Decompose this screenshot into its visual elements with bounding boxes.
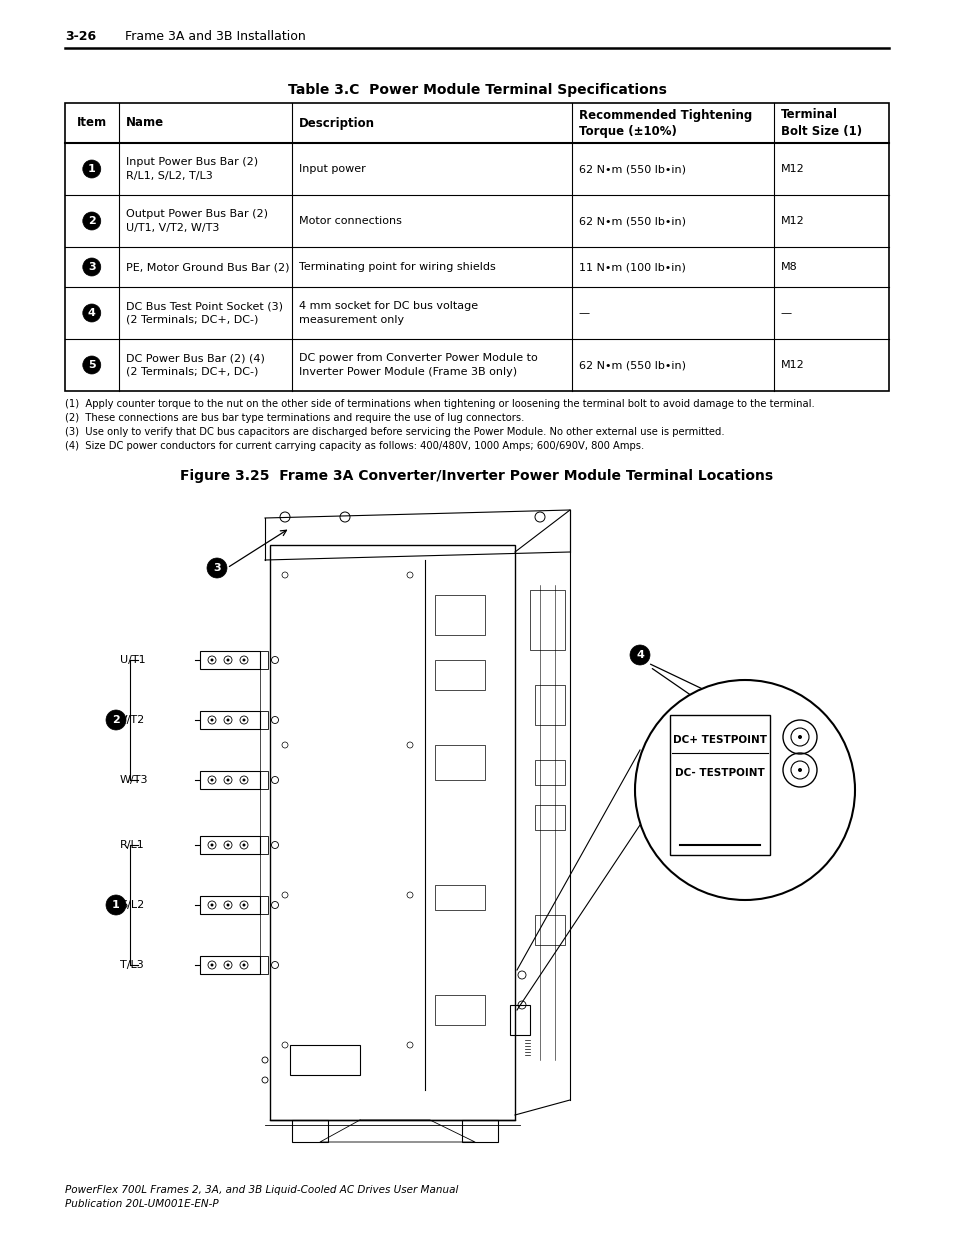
Bar bbox=[260, 771, 268, 789]
Text: Table 3.C  Power Module Terminal Specifications: Table 3.C Power Module Terminal Specific… bbox=[287, 83, 666, 98]
Circle shape bbox=[83, 304, 101, 322]
Text: (3)  Use only to verify that DC bus capacitors are discharged before servicing t: (3) Use only to verify that DC bus capac… bbox=[65, 427, 724, 437]
Text: T/L3: T/L3 bbox=[120, 960, 144, 969]
Circle shape bbox=[211, 658, 213, 662]
Text: DC- TESTPOINT: DC- TESTPOINT bbox=[675, 768, 764, 778]
Bar bbox=[260, 711, 268, 729]
Bar bbox=[435, 659, 484, 690]
Circle shape bbox=[797, 735, 801, 739]
Text: 3: 3 bbox=[88, 262, 95, 272]
Text: 1: 1 bbox=[112, 900, 120, 910]
Bar bbox=[435, 745, 484, 781]
Circle shape bbox=[242, 719, 245, 721]
Text: Description: Description bbox=[298, 116, 375, 130]
Text: 2: 2 bbox=[88, 216, 95, 226]
Bar bbox=[200, 956, 260, 974]
Circle shape bbox=[629, 645, 649, 664]
Bar bbox=[535, 685, 564, 725]
Bar bbox=[200, 836, 260, 853]
Circle shape bbox=[797, 768, 801, 772]
Text: S/L2: S/L2 bbox=[120, 900, 144, 910]
Text: R/L1: R/L1 bbox=[120, 840, 145, 850]
Text: (1)  Apply counter torque to the nut on the other side of terminations when tigh: (1) Apply counter torque to the nut on t… bbox=[65, 399, 814, 409]
Bar bbox=[260, 956, 268, 974]
Text: U/T1: U/T1 bbox=[120, 655, 146, 664]
Bar bbox=[200, 897, 260, 914]
Circle shape bbox=[83, 212, 101, 230]
Circle shape bbox=[207, 558, 227, 578]
Text: DC power from Converter Power Module to
Inverter Power Module (Frame 3B only): DC power from Converter Power Module to … bbox=[298, 353, 537, 377]
Text: Name: Name bbox=[126, 116, 164, 130]
Text: —: — bbox=[780, 308, 791, 317]
Bar bbox=[290, 1045, 359, 1074]
Text: Recommended Tightening
Torque (±10%): Recommended Tightening Torque (±10%) bbox=[578, 109, 751, 137]
Text: 4: 4 bbox=[636, 650, 643, 659]
Text: 3-26: 3-26 bbox=[65, 30, 96, 43]
Circle shape bbox=[242, 778, 245, 782]
Bar bbox=[435, 995, 484, 1025]
Text: M12: M12 bbox=[780, 359, 803, 370]
Text: M12: M12 bbox=[780, 164, 803, 174]
Bar bbox=[200, 711, 260, 729]
Text: W/T3: W/T3 bbox=[120, 776, 149, 785]
Text: Motor connections: Motor connections bbox=[298, 216, 401, 226]
Bar bbox=[435, 595, 484, 635]
Circle shape bbox=[226, 963, 230, 967]
Text: (4)  Size DC power conductors for current carrying capacity as follows: 400/480V: (4) Size DC power conductors for current… bbox=[65, 441, 643, 451]
Text: Input power: Input power bbox=[298, 164, 365, 174]
Circle shape bbox=[635, 680, 854, 900]
Text: DC Power Bus Bar (2) (4)
(2 Terminals; DC+, DC-): DC Power Bus Bar (2) (4) (2 Terminals; D… bbox=[126, 353, 264, 377]
Bar bbox=[669, 715, 769, 855]
Circle shape bbox=[242, 963, 245, 967]
Bar bbox=[535, 805, 564, 830]
Bar bbox=[270, 545, 515, 1120]
Text: 62 N•m (550 lb•in): 62 N•m (550 lb•in) bbox=[578, 164, 685, 174]
Circle shape bbox=[242, 904, 245, 906]
Circle shape bbox=[226, 658, 230, 662]
Text: 62 N•m (550 lb•in): 62 N•m (550 lb•in) bbox=[578, 359, 685, 370]
Circle shape bbox=[242, 658, 245, 662]
Text: Publication 20L-UM001E-EN-P: Publication 20L-UM001E-EN-P bbox=[65, 1199, 218, 1209]
Bar bbox=[530, 590, 564, 650]
Circle shape bbox=[226, 778, 230, 782]
Text: —: — bbox=[578, 308, 589, 317]
Text: Item: Item bbox=[76, 116, 107, 130]
Circle shape bbox=[242, 844, 245, 846]
Circle shape bbox=[83, 161, 101, 178]
Text: 4: 4 bbox=[88, 308, 95, 317]
Text: 3: 3 bbox=[213, 563, 220, 573]
Circle shape bbox=[211, 904, 213, 906]
Text: 62 N•m (550 lb•in): 62 N•m (550 lb•in) bbox=[578, 216, 685, 226]
Bar bbox=[292, 1120, 328, 1142]
Bar bbox=[535, 760, 564, 785]
Text: 11 N•m (100 lb•in): 11 N•m (100 lb•in) bbox=[578, 262, 685, 272]
Text: V/T2: V/T2 bbox=[120, 715, 145, 725]
Text: Terminating point for wiring shields: Terminating point for wiring shields bbox=[298, 262, 495, 272]
Circle shape bbox=[211, 844, 213, 846]
Bar bbox=[435, 885, 484, 910]
Text: PowerFlex 700L Frames 2, 3A, and 3B Liquid-Cooled AC Drives User Manual: PowerFlex 700L Frames 2, 3A, and 3B Liqu… bbox=[65, 1186, 457, 1195]
Text: PE, Motor Ground Bus Bar (2): PE, Motor Ground Bus Bar (2) bbox=[126, 262, 289, 272]
Circle shape bbox=[83, 258, 101, 275]
Text: M12: M12 bbox=[780, 216, 803, 226]
Circle shape bbox=[106, 895, 126, 915]
Text: (2)  These connections are bus bar type terminations and require the use of lug : (2) These connections are bus bar type t… bbox=[65, 412, 524, 424]
Text: 4 mm socket for DC bus voltage
measurement only: 4 mm socket for DC bus voltage measureme… bbox=[298, 301, 477, 325]
Bar bbox=[260, 897, 268, 914]
Bar bbox=[260, 651, 268, 669]
Bar bbox=[510, 1005, 530, 1035]
Circle shape bbox=[211, 778, 213, 782]
Text: 5: 5 bbox=[88, 359, 95, 370]
Text: Terminal
Bolt Size (1): Terminal Bolt Size (1) bbox=[780, 109, 861, 137]
Text: Frame 3A and 3B Installation: Frame 3A and 3B Installation bbox=[125, 30, 305, 43]
Text: Figure 3.25  Frame 3A Converter/Inverter Power Module Terminal Locations: Figure 3.25 Frame 3A Converter/Inverter … bbox=[180, 469, 773, 483]
Bar bbox=[200, 771, 260, 789]
Text: 1: 1 bbox=[88, 164, 95, 174]
Bar bbox=[461, 1120, 497, 1142]
Bar bbox=[65, 103, 888, 391]
Bar bbox=[260, 836, 268, 853]
Circle shape bbox=[83, 356, 101, 374]
Circle shape bbox=[211, 963, 213, 967]
Circle shape bbox=[226, 719, 230, 721]
Text: DC Bus Test Point Socket (3)
(2 Terminals; DC+, DC-): DC Bus Test Point Socket (3) (2 Terminal… bbox=[126, 301, 282, 325]
